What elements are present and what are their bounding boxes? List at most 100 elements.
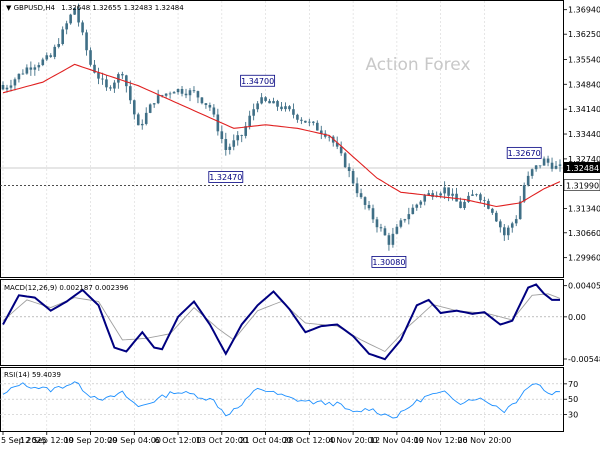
price-pane-frame (0, 0, 564, 278)
title-symbol: GBPUSD,H4 (14, 4, 56, 12)
candle-body (45, 55, 49, 60)
candle-body (81, 22, 84, 33)
candle-body (431, 193, 434, 197)
candle-body (220, 131, 224, 140)
candle-body (216, 114, 220, 132)
candle-body (542, 158, 546, 166)
candle-body (152, 103, 156, 105)
candle-body (196, 91, 200, 98)
candle-body (459, 201, 462, 208)
candle-body (510, 223, 514, 228)
candle-body (268, 100, 271, 104)
candle-body (471, 194, 474, 196)
candle-body (132, 100, 136, 115)
candle-body (351, 170, 355, 184)
y-tick-label: 1.34840 (568, 80, 600, 89)
candle-body (168, 93, 172, 95)
x-tick-label: 6 Oct 12:00 (155, 436, 202, 445)
y-tick-label: 1.36940 (568, 6, 600, 15)
level-layer (0, 167, 563, 186)
candle-body (9, 85, 13, 88)
candle-body (21, 73, 25, 75)
x-tick-label: 29 Sep 04:00 (108, 436, 161, 445)
candle-body (455, 193, 458, 202)
candle-body (518, 201, 522, 220)
candle-body (136, 114, 140, 126)
candle-body (53, 46, 57, 57)
candle-body (117, 74, 120, 83)
candle-body (148, 104, 152, 113)
candle-body (164, 93, 168, 96)
candle-body (109, 87, 112, 89)
candle-body (355, 183, 359, 194)
candle-body (335, 142, 339, 147)
candle-body (550, 162, 554, 169)
macd-pane-frame (0, 279, 564, 366)
level-price-label: 1.31990 (566, 182, 599, 191)
candle-body (260, 97, 263, 104)
candle-body (296, 114, 299, 120)
x-tick-label: 5 Sep 2025 (1, 436, 47, 445)
candle-body (479, 194, 482, 201)
candle-body (33, 67, 37, 70)
candle-body (85, 32, 88, 51)
candle-body (256, 103, 259, 110)
price-annotation-box (506, 146, 542, 159)
candle-body (423, 195, 427, 202)
candle-body (419, 201, 423, 205)
candle-body (276, 101, 279, 107)
rsi-lines (0, 381, 563, 419)
candle-body (13, 79, 17, 86)
candle-body (248, 115, 251, 127)
y-tick-label: 1.32740 (568, 155, 600, 164)
price-annotation-box (208, 171, 244, 183)
candle-body (57, 43, 60, 47)
candle-body (144, 112, 148, 124)
candle-body (93, 64, 96, 73)
rsi-y-tick-label: 70 (568, 380, 578, 389)
current-price-box (564, 161, 600, 173)
macd-label: MACD(12,26,9) 0.002187 0.002396 (4, 284, 129, 292)
candle-body (49, 55, 53, 57)
candle-body (140, 123, 144, 126)
price-annotation-label: 1.32670 (508, 149, 541, 158)
ma-line (2, 63, 561, 208)
moving-average (2, 63, 561, 208)
candle-body (288, 106, 291, 110)
candle-body (463, 201, 466, 208)
candle-body (371, 208, 375, 220)
candle-body (184, 93, 188, 96)
candle-body (323, 133, 327, 137)
title-triangle-icon: ▼ (6, 4, 12, 12)
candle-body (1, 85, 5, 90)
macd-y-tick-label: -0.00548 (568, 355, 600, 364)
candle-body (506, 227, 510, 236)
current-price-label: 1.32484 (566, 164, 599, 173)
candle-body (105, 79, 108, 88)
candle-body (240, 135, 244, 136)
candle-body (264, 97, 267, 101)
x-tick-label: 4 Nov 20:00 (329, 436, 378, 445)
candle-body (304, 120, 307, 123)
candle-body (61, 29, 64, 44)
candle-body (558, 164, 562, 166)
candle-body (347, 167, 351, 171)
candle-body (188, 90, 192, 96)
candle-body (483, 200, 486, 201)
candle-body (312, 121, 315, 123)
candle-body (538, 165, 542, 167)
macd-y-tick-label: 0.004052 (568, 282, 600, 291)
candle-body (73, 7, 76, 15)
candle-body (383, 228, 387, 236)
candle-body (125, 75, 128, 87)
candle-body (284, 106, 287, 110)
rsi-y-tick-label: 50 (568, 395, 578, 404)
candle-body (300, 119, 303, 121)
y-tick-label: 1.33440 (568, 130, 600, 139)
y-tick-label: 1.31340 (568, 205, 600, 214)
candle-body (403, 219, 407, 221)
candle-body (272, 101, 275, 104)
candle-body (530, 169, 534, 176)
